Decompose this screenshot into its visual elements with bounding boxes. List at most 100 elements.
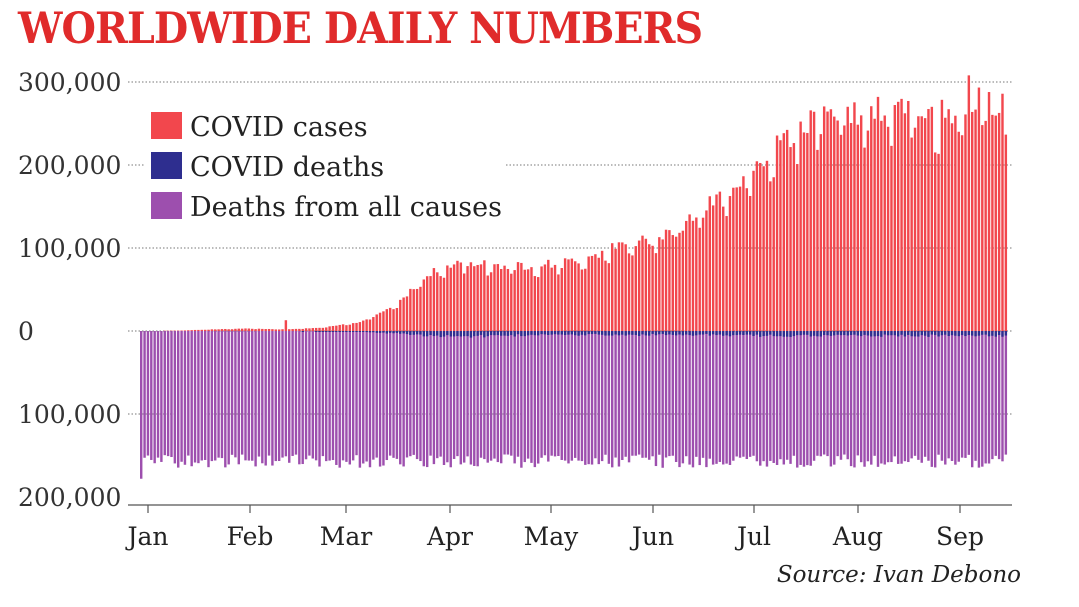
bar-covid-deaths xyxy=(742,331,745,335)
bar-all-deaths xyxy=(627,331,631,463)
y-tick-label: 100,000 xyxy=(18,400,121,429)
bar-covid-cases xyxy=(251,328,254,331)
bar-covid-deaths xyxy=(425,331,429,337)
bar-covid-cases xyxy=(520,262,523,331)
bar-covid-deaths xyxy=(1004,331,1008,336)
bar-covid-deaths xyxy=(637,331,641,336)
bar-covid-deaths xyxy=(866,331,870,336)
bar-covid-deaths xyxy=(641,331,644,335)
bar-covid-cases xyxy=(308,328,311,331)
bar-covid-deaths xyxy=(685,331,688,335)
bar-covid-deaths xyxy=(452,331,456,337)
x-tick-label: Sep xyxy=(936,522,984,551)
bar-covid-cases xyxy=(698,227,701,331)
bar-covid-cases xyxy=(994,115,997,332)
bar-covid-cases xyxy=(516,262,520,331)
bar-covid-deaths xyxy=(863,331,866,335)
bar-all-deaths xyxy=(163,331,166,456)
bar-covid-deaths xyxy=(510,331,513,336)
bar-covid-cases xyxy=(372,317,375,331)
bar-all-deaths xyxy=(940,331,944,461)
bar-covid-deaths xyxy=(516,331,520,335)
bar-covid-cases xyxy=(870,106,873,331)
bar-covid-deaths xyxy=(365,331,368,333)
bar-covid-deaths xyxy=(335,331,338,332)
bar-all-deaths xyxy=(452,331,456,459)
bar-all-deaths xyxy=(789,331,792,464)
bar-all-deaths xyxy=(742,331,745,457)
bar-all-deaths xyxy=(594,331,597,459)
bar-all-deaths xyxy=(981,331,984,467)
bar-all-deaths xyxy=(651,331,654,457)
bar-covid-deaths xyxy=(691,331,695,336)
bar-all-deaths xyxy=(173,331,177,464)
bar-covid-deaths xyxy=(402,331,405,334)
bar-all-deaths xyxy=(863,331,866,467)
bar-covid-cases xyxy=(977,87,981,331)
bar-all-deaths xyxy=(456,331,459,457)
bar-covid-deaths xyxy=(728,331,732,337)
bar-covid-cases xyxy=(809,110,812,332)
bar-all-deaths xyxy=(335,331,338,465)
bar-covid-cases xyxy=(839,134,843,331)
bar-covid-cases xyxy=(738,186,742,331)
bar-covid-cases xyxy=(752,170,755,331)
bar-all-deaths xyxy=(207,331,210,468)
bar-covid-cases xyxy=(493,264,496,331)
bar-all-deaths xyxy=(358,331,362,468)
bar-covid-cases xyxy=(812,111,816,332)
bar-covid-deaths xyxy=(321,331,325,332)
bar-all-deaths xyxy=(523,331,526,463)
bar-all-deaths xyxy=(678,331,681,468)
bar-covid-deaths xyxy=(775,331,779,337)
bar-covid-cases xyxy=(826,111,829,331)
bar-covid-cases xyxy=(806,132,809,331)
bar-covid-cases xyxy=(772,177,775,331)
bar-all-deaths xyxy=(715,331,718,464)
bar-all-deaths xyxy=(419,331,422,462)
bar-covid-deaths xyxy=(382,331,385,333)
bar-covid-cases xyxy=(277,329,281,331)
bar-covid-cases xyxy=(540,266,543,331)
bar-covid-cases xyxy=(240,328,244,331)
bar-covid-cases xyxy=(967,75,971,331)
bar-all-deaths xyxy=(318,331,321,467)
legend-label: Deaths from all causes xyxy=(190,192,502,223)
bar-all-deaths xyxy=(896,331,900,464)
bar-all-deaths xyxy=(930,331,934,467)
bar-covid-cases xyxy=(452,264,456,331)
bar-covid-cases xyxy=(964,114,967,331)
bar-covid-deaths xyxy=(880,331,883,337)
bar-all-deaths xyxy=(146,331,150,456)
bar-covid-deaths xyxy=(802,331,806,335)
bar-all-deaths xyxy=(806,331,809,466)
bar-covid-cases xyxy=(587,256,590,331)
bar-all-deaths xyxy=(711,331,715,465)
bar-all-deaths xyxy=(277,331,281,461)
bar-all-deaths xyxy=(997,331,1001,460)
bar-covid-deaths xyxy=(473,331,476,337)
bar-all-deaths xyxy=(745,331,749,460)
bar-covid-cases xyxy=(446,265,449,331)
bar-covid-cases xyxy=(1004,134,1008,331)
bar-covid-cases xyxy=(903,113,907,331)
bar-covid-cases xyxy=(947,109,950,331)
bar-covid-cases xyxy=(685,220,688,331)
bar-all-deaths xyxy=(301,331,304,465)
x-tick-label: Jun xyxy=(629,522,674,551)
bar-all-deaths xyxy=(382,331,385,466)
bar-all-deaths xyxy=(944,331,947,465)
bar-covid-cases xyxy=(849,123,853,331)
bar-covid-deaths xyxy=(375,331,378,333)
bar-all-deaths xyxy=(933,331,937,468)
bar-all-deaths xyxy=(449,331,452,468)
bar-all-deaths xyxy=(392,331,395,458)
bar-all-deaths xyxy=(331,331,335,461)
bar-covid-cases xyxy=(883,115,886,332)
bar-covid-deaths xyxy=(368,331,372,333)
bar-covid-cases xyxy=(735,187,738,331)
bar-all-deaths xyxy=(375,331,378,458)
bar-covid-deaths xyxy=(977,331,981,336)
bar-all-deaths xyxy=(954,331,957,465)
bar-covid-deaths xyxy=(611,331,614,336)
